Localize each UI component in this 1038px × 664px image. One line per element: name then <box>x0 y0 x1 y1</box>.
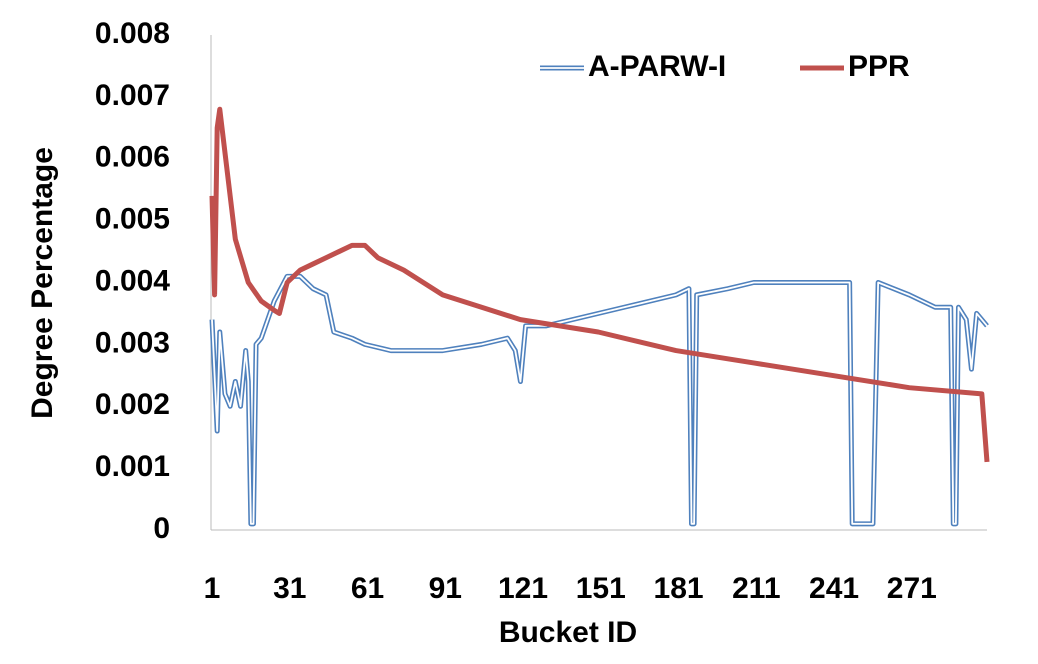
y-tick-label: 0 <box>153 512 170 545</box>
x-tick-label: 271 <box>887 572 937 605</box>
x-tick-label: 241 <box>809 572 859 605</box>
y-tick-label: 0.006 <box>95 141 170 174</box>
legend-label: PPR <box>848 50 910 83</box>
y-tick-label: 0.008 <box>95 17 170 50</box>
line-inner <box>211 275 988 525</box>
x-tick-label: 91 <box>429 572 462 605</box>
x-tick-label: 211 <box>732 572 780 605</box>
y-tick-label: 0.007 <box>95 79 170 112</box>
x-tick-label: 151 <box>576 572 626 605</box>
x-tick-label: 31 <box>273 572 306 605</box>
y-tick-label: 0.002 <box>95 388 170 421</box>
y-tick-label: 0.001 <box>95 450 170 483</box>
x-tick-label: 1 <box>204 572 221 605</box>
x-axis-title: Bucket ID <box>499 616 637 649</box>
y-axis-title: Degree Percentage <box>26 147 59 419</box>
y-tick-label: 0.004 <box>95 264 170 297</box>
legend-label: A-PARW-I <box>588 50 726 83</box>
line <box>209 106 990 463</box>
x-tick-label: 181 <box>654 572 704 605</box>
x-tick-label: 121 <box>498 572 548 605</box>
x-tick-label: 61 <box>351 572 384 605</box>
y-tick-label: 0.005 <box>95 203 170 236</box>
y-tick-label: 0.003 <box>95 326 170 359</box>
